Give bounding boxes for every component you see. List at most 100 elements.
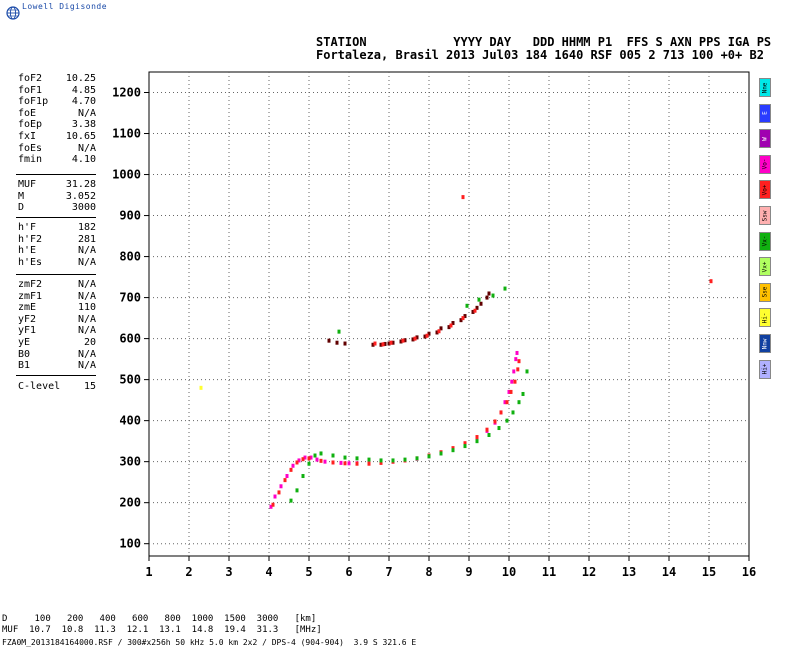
param-yf2: yF2 N/A: [18, 314, 96, 326]
data-point: [487, 433, 491, 437]
data-point: [355, 456, 359, 461]
data-point: [379, 458, 383, 463]
data-point: [295, 460, 299, 465]
data-point: [381, 342, 385, 347]
param-label: D: [18, 202, 25, 214]
param-label: h'E: [18, 245, 37, 257]
y-tick-label: 800: [119, 250, 141, 264]
legend-item-ssw: Ssw: [759, 206, 771, 225]
header-line-1: STATION YYYY DAY DDD HHMM P1 FFS S AXN P…: [316, 35, 772, 49]
data-point: [461, 195, 465, 200]
data-point: [485, 427, 489, 432]
param-zmf2: zmF2 N/A: [18, 279, 96, 291]
data-point: [477, 297, 481, 302]
param-zme: zmE 110: [18, 302, 96, 314]
legend-label: Ssw: [761, 210, 769, 221]
data-point: [427, 454, 431, 459]
data-point: [515, 350, 519, 355]
panel-separator: [16, 375, 96, 376]
param-fof2: foF2 10.25: [18, 73, 96, 85]
param-label: foEs: [18, 142, 43, 154]
data-point: [373, 341, 377, 346]
data-point: [327, 338, 331, 343]
param-label: B0: [18, 348, 31, 360]
data-point: [475, 439, 479, 444]
data-point: [303, 455, 307, 460]
data-point: [323, 459, 327, 464]
param-value: N/A: [77, 348, 96, 360]
data-point: [461, 316, 465, 321]
legend-item-hiplus: Hi+: [759, 359, 771, 379]
data-point: [279, 484, 283, 489]
param-label: foF1: [18, 84, 43, 96]
data-point: [514, 357, 518, 362]
data-point: [391, 458, 395, 463]
data-point: [517, 400, 521, 405]
data-point: [337, 329, 341, 334]
param-label: h'Es: [18, 256, 43, 268]
x-tick-label: 16: [742, 565, 756, 579]
data-point: [512, 369, 516, 374]
legend-item-nne: Nne: [759, 78, 771, 97]
legend-label: Vo-: [761, 158, 769, 170]
data-point: [403, 457, 407, 462]
data-point: [510, 379, 514, 384]
data-point: [509, 389, 513, 394]
param-m: M 3.052: [18, 191, 96, 203]
param-value: N/A: [77, 290, 96, 302]
param-label: zmF1: [18, 290, 43, 302]
data-point: [343, 341, 347, 346]
param-value: N/A: [77, 245, 96, 257]
data-point: [449, 323, 453, 328]
y-tick-label: 500: [119, 373, 141, 387]
param-value: N/A: [77, 360, 96, 372]
param-value: 110: [77, 302, 96, 314]
param-value: N/A: [77, 313, 96, 325]
x-tick-label: 2: [185, 565, 192, 579]
data-point: [493, 419, 497, 424]
param-label: C-level: [18, 381, 61, 392]
param-fxi: fxI 10.65: [18, 131, 96, 143]
lowell-globe-logo-icon: [6, 5, 20, 20]
param-value: 31.28: [65, 179, 96, 190]
y-tick-label: 1100: [112, 127, 141, 141]
data-point: [371, 342, 375, 347]
param-value: N/A: [77, 325, 96, 337]
data-point: [451, 446, 455, 451]
data-point: [516, 367, 520, 372]
data-point: [273, 494, 277, 499]
param-value: 3.38: [71, 119, 96, 131]
legend-label: Nnw: [761, 338, 769, 349]
data-point: [315, 457, 319, 462]
param-value: 3.052: [65, 190, 96, 202]
param-fof1: foF1 4.85: [18, 85, 96, 97]
y-tick-label: 700: [119, 291, 141, 305]
data-point: [447, 325, 451, 330]
data-point: [497, 426, 501, 431]
param-b1: B1 N/A: [18, 360, 96, 372]
param-label: yF1: [18, 325, 37, 337]
x-tick-label: 3: [225, 565, 232, 579]
param-ye: yE 20: [18, 337, 96, 349]
legend-label: Nne: [761, 82, 769, 93]
param-value: 20: [83, 337, 96, 348]
param-label: foEp: [18, 119, 43, 131]
data-point: [301, 474, 305, 479]
data-point: [511, 410, 515, 415]
y-tick-label: 300: [119, 455, 141, 469]
footer-file-info: FZA0M_2013184164000.RSF / 300#x256h 50 k…: [2, 638, 417, 647]
data-point: [297, 458, 301, 463]
data-point: [463, 314, 467, 319]
data-point: [319, 451, 323, 456]
legend-item-himinus: Hi-: [759, 308, 771, 328]
data-point: [339, 460, 343, 465]
legend-item-w: W: [759, 129, 771, 149]
data-point: [199, 385, 203, 390]
x-tick-label: 6: [345, 565, 352, 579]
param-value: N/A: [77, 279, 96, 290]
param-value: N/A: [77, 142, 96, 154]
param-label: zmF2: [18, 279, 43, 290]
param-label: B1: [18, 360, 31, 372]
param-hf2: h'F2 281: [18, 234, 96, 246]
param-foes: foEs N/A: [18, 143, 96, 155]
